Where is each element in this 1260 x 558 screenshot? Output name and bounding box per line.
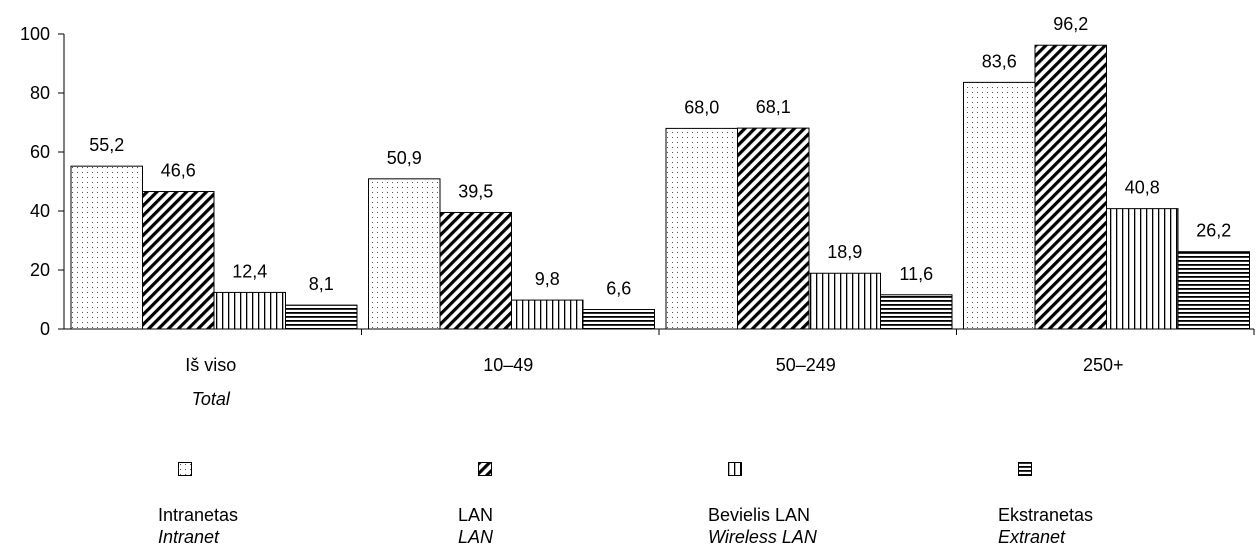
legend-swatch xyxy=(478,462,492,476)
data-label: 50,9 xyxy=(387,148,422,168)
legend-item: Ekstranetas Extranet xyxy=(998,462,1258,548)
data-label: 8,1 xyxy=(309,274,334,294)
bar xyxy=(963,81,1036,330)
data-labels: 55,2 50,9 68,0 83,6 46,6 39,5 68,1 96,2 12,4 9,8 1… xyxy=(89,14,1231,298)
bar xyxy=(142,191,215,330)
legend-label: Ekstranetas xyxy=(998,505,1094,525)
y-tick-label: 40 xyxy=(30,201,50,221)
legend-swatch-rect xyxy=(478,462,492,476)
bar xyxy=(582,309,655,330)
legend-label: Bevielis LAN xyxy=(708,505,811,525)
bar xyxy=(1177,251,1250,330)
data-label: 68,1 xyxy=(756,97,791,117)
y-tick-label: 100 xyxy=(20,24,50,44)
x-tick-label: 50–249 xyxy=(776,355,836,375)
legend-item: Intranetas Intranet xyxy=(158,462,418,548)
bar xyxy=(808,272,881,330)
legend-label-alt: Extranet xyxy=(998,527,1066,547)
data-label: 26,2 xyxy=(1196,221,1231,241)
bar xyxy=(1106,208,1179,330)
data-label: 11,6 xyxy=(899,264,933,284)
legend-label: LAN xyxy=(458,505,494,525)
legend-label-alt: Wireless LAN xyxy=(708,527,817,547)
legend-swatch-rect xyxy=(728,462,742,476)
y-axis: 0 20 40 60 80 100 xyxy=(20,24,65,339)
bar xyxy=(285,304,358,330)
data-label: 39,5 xyxy=(458,181,493,201)
legend-label: Intranetas xyxy=(158,505,239,525)
y-tick-label: 0 xyxy=(40,319,50,339)
data-label: 83,6 xyxy=(982,51,1017,71)
data-label: 18,9 xyxy=(827,242,862,262)
x-axis: Iš viso Total 10–49 50–249 250+ xyxy=(64,328,1255,409)
data-label: 96,2 xyxy=(1053,14,1088,34)
x-tick-label: 250+ xyxy=(1083,355,1124,375)
bar xyxy=(213,291,286,330)
legend-swatch xyxy=(728,462,742,476)
legend-swatch xyxy=(1018,462,1032,476)
x-tick-label: 10–49 xyxy=(483,355,533,375)
y-tick-label: 80 xyxy=(30,83,50,103)
legend-label-alt: LAN xyxy=(458,527,494,547)
data-label: 46,6 xyxy=(161,161,196,181)
legend-item: LAN LAN xyxy=(458,462,718,548)
bar xyxy=(665,127,738,330)
data-label: 40,8 xyxy=(1125,178,1160,198)
bar xyxy=(439,211,512,330)
data-label: 55,2 xyxy=(89,135,124,155)
x-tick-label: Iš viso xyxy=(185,355,236,375)
data-label: 6,6 xyxy=(606,279,631,299)
x-tick-sublabel: Total xyxy=(192,389,231,409)
data-label: 12,4 xyxy=(232,261,267,281)
bar xyxy=(880,294,953,330)
bars xyxy=(70,44,1250,330)
data-label: 68,0 xyxy=(684,97,719,117)
bar xyxy=(1034,44,1107,330)
legend-label-alt: Intranet xyxy=(158,527,220,547)
data-label: 9,8 xyxy=(535,269,560,289)
legend-item: Bevielis LAN Wireless LAN xyxy=(708,462,968,548)
legend-swatch-rect xyxy=(178,462,192,476)
bar xyxy=(368,178,441,330)
legend-swatch-rect xyxy=(1018,462,1032,476)
bar xyxy=(737,127,810,330)
y-tick-label: 60 xyxy=(30,142,50,162)
y-tick-label: 20 xyxy=(30,260,50,280)
legend-swatch xyxy=(178,462,192,476)
bar xyxy=(511,299,584,330)
bar xyxy=(70,165,143,330)
